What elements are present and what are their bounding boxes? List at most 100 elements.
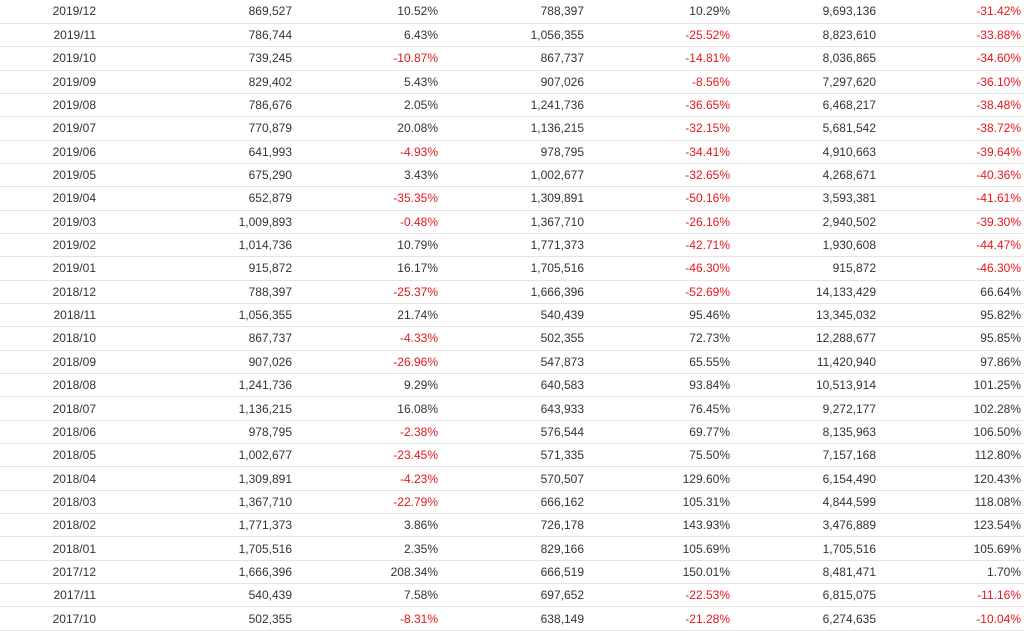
month-cell: 2018/09 [0, 350, 100, 375]
cumulative-change-cell: -41.61% [884, 186, 1024, 211]
cumulative-change-cell: -10.04% [884, 606, 1024, 631]
monthly-value-cell: 1,002,677 [100, 443, 300, 468]
monthly-value-cell: 540,439 [100, 583, 300, 608]
month-cell: 2017/12 [0, 560, 100, 585]
table-row: 2019/08 786,676 2.05% 1,241,736 -36.65% 6,468… [0, 93, 1024, 118]
cumulative-value-cell: 4,844,599 [738, 490, 884, 515]
prior-year-value-cell: 1,771,373 [446, 233, 592, 258]
prior-year-value-cell: 829,166 [446, 536, 592, 561]
cumulative-change-cell: -39.30% [884, 210, 1024, 234]
year-over-year-change-cell: 72.73% [592, 326, 738, 351]
monthly-value-cell: 1,309,891 [100, 466, 300, 491]
month-cell: 2018/07 [0, 396, 100, 421]
cumulative-value-cell: 6,468,217 [738, 93, 884, 118]
monthly-value-cell: 786,744 [100, 23, 300, 48]
year-over-year-change-cell: -42.71% [592, 233, 738, 258]
monthly-value-cell: 1,771,373 [100, 513, 300, 538]
cumulative-change-cell: 118.08% [884, 490, 1024, 515]
month-over-month-change-cell: 7.58% [300, 583, 446, 608]
month-over-month-change-cell: 20.08% [300, 116, 446, 141]
prior-year-value-cell: 726,178 [446, 513, 592, 538]
table-row: 2019/06 641,993 -4.93% 978,795 -34.41% 4,910,… [0, 140, 1024, 164]
table-row: 2018/09 907,026 -26.96% 547,873 65.55% 11,420… [0, 350, 1024, 375]
cumulative-value-cell: 10,513,914 [738, 373, 884, 398]
prior-year-value-cell: 666,519 [446, 560, 592, 585]
month-cell: 2019/01 [0, 256, 100, 281]
cumulative-value-cell: 7,297,620 [738, 70, 884, 94]
cumulative-value-cell: 11,420,940 [738, 350, 884, 375]
monthly-value-cell: 867,737 [100, 326, 300, 351]
cumulative-change-cell: -11.16% [884, 583, 1024, 608]
year-over-year-change-cell: 65.55% [592, 350, 738, 375]
month-cell: 2018/08 [0, 373, 100, 398]
table-row: 2018/05 1,002,677 -23.45% 571,335 75.50% 7,15… [0, 443, 1024, 468]
cumulative-change-cell: 123.54% [884, 513, 1024, 538]
monthly-value-cell: 1,009,893 [100, 210, 300, 234]
monthly-value-cell: 652,879 [100, 186, 300, 211]
cumulative-value-cell: 13,345,032 [738, 303, 884, 328]
cumulative-change-cell: -31.42% [884, 0, 1024, 24]
monthly-value-cell: 1,014,736 [100, 233, 300, 258]
month-cell: 2018/12 [0, 280, 100, 304]
year-over-year-change-cell: 129.60% [592, 466, 738, 491]
year-over-year-change-cell: 75.50% [592, 443, 738, 468]
month-over-month-change-cell: -26.96% [300, 350, 446, 375]
cumulative-change-cell: -36.10% [884, 70, 1024, 94]
year-over-year-change-cell: -32.65% [592, 163, 738, 188]
table-row: 2018/08 1,241,736 9.29% 640,583 93.84% 10,513… [0, 373, 1024, 398]
prior-year-value-cell: 638,149 [446, 606, 592, 631]
year-over-year-change-cell: -14.81% [592, 46, 738, 71]
monthly-value-cell: 675,290 [100, 163, 300, 188]
month-cell: 2019/11 [0, 23, 100, 48]
prior-year-value-cell: 1,136,215 [446, 116, 592, 141]
prior-year-value-cell: 576,544 [446, 420, 592, 445]
prior-year-value-cell: 867,737 [446, 46, 592, 71]
cumulative-value-cell: 915,872 [738, 256, 884, 281]
month-over-month-change-cell: 10.79% [300, 233, 446, 258]
year-over-year-change-cell: -26.16% [592, 210, 738, 234]
month-over-month-change-cell: 10.52% [300, 0, 446, 24]
monthly-value-cell: 1,136,215 [100, 396, 300, 421]
prior-year-value-cell: 540,439 [446, 303, 592, 328]
month-over-month-change-cell: 6.43% [300, 23, 446, 48]
monthly-value-cell: 641,993 [100, 140, 300, 164]
year-over-year-change-cell: 69.77% [592, 420, 738, 445]
monthly-value-cell: 739,245 [100, 46, 300, 71]
table-row: 2019/04 652,879 -35.35% 1,309,891 -50.16% 3,5… [0, 186, 1024, 211]
table-row: 2019/05 675,290 3.43% 1,002,677 -32.65% 4,268… [0, 163, 1024, 188]
table-row: 2018/11 1,056,355 21.74% 540,439 95.46% 13,34… [0, 303, 1024, 328]
month-over-month-change-cell: 5.43% [300, 70, 446, 94]
table-row: 2019/03 1,009,893 -0.48% 1,367,710 -26.16% 2,… [0, 210, 1024, 234]
year-over-year-change-cell: 105.31% [592, 490, 738, 515]
cumulative-value-cell: 1,930,608 [738, 233, 884, 258]
month-over-month-change-cell: -4.33% [300, 326, 446, 351]
month-cell: 2018/11 [0, 303, 100, 328]
table-row: 2019/11 786,744 6.43% 1,056,355 -25.52% 8,823… [0, 23, 1024, 48]
cumulative-change-cell: -44.47% [884, 233, 1024, 258]
month-cell: 2019/03 [0, 210, 100, 234]
monthly-value-cell: 978,795 [100, 420, 300, 445]
year-over-year-change-cell: 150.01% [592, 560, 738, 585]
monthly-value-cell: 788,397 [100, 280, 300, 304]
monthly-value-cell: 1,056,355 [100, 303, 300, 328]
prior-year-value-cell: 907,026 [446, 70, 592, 94]
cumulative-value-cell: 1,705,516 [738, 536, 884, 561]
cumulative-value-cell: 12,288,677 [738, 326, 884, 351]
month-cell: 2019/04 [0, 186, 100, 211]
cumulative-change-cell: -46.30% [884, 256, 1024, 281]
cumulative-value-cell: 7,157,168 [738, 443, 884, 468]
month-cell: 2019/10 [0, 46, 100, 71]
year-over-year-change-cell: -36.65% [592, 93, 738, 118]
cumulative-change-cell: 95.82% [884, 303, 1024, 328]
cumulative-change-cell: -38.48% [884, 93, 1024, 118]
cumulative-value-cell: 3,593,381 [738, 186, 884, 211]
year-over-year-change-cell: 143.93% [592, 513, 738, 538]
table-row: 2019/10 739,245 -10.87% 867,737 -14.81% 8,036… [0, 46, 1024, 71]
month-over-month-change-cell: 21.74% [300, 303, 446, 328]
month-over-month-change-cell: -23.45% [300, 443, 446, 468]
year-over-year-change-cell: -8.56% [592, 70, 738, 94]
year-over-year-change-cell: 105.69% [592, 536, 738, 561]
month-over-month-change-cell: 9.29% [300, 373, 446, 398]
month-cell: 2018/10 [0, 326, 100, 351]
